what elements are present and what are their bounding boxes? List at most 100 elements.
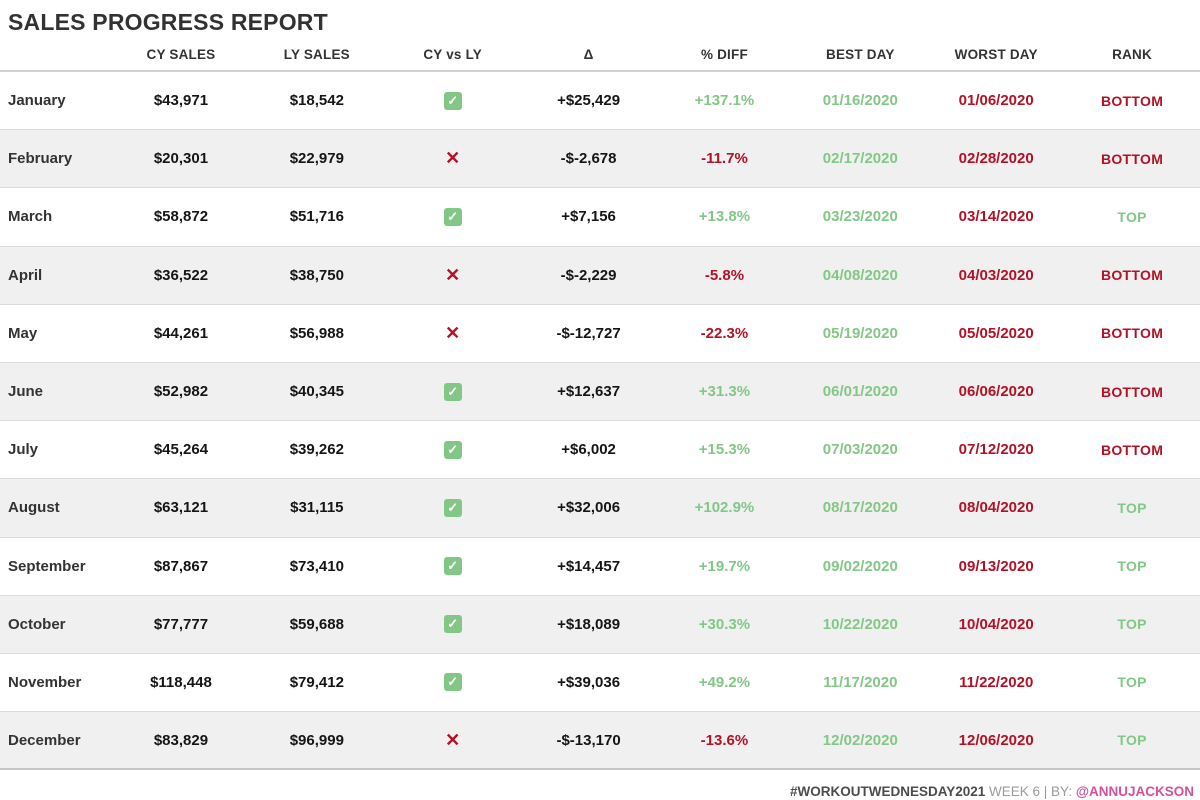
best-day-value: 11/17/2020 bbox=[823, 673, 898, 691]
best-day-value: 01/16/2020 bbox=[822, 92, 898, 110]
best-day-value: 12/02/2020 bbox=[822, 731, 898, 749]
ly-sales-value: $39,262 bbox=[289, 441, 344, 459]
cross-icon: ✕ bbox=[445, 264, 461, 285]
delta-value: -$-13,170 bbox=[556, 731, 621, 749]
table-row[interactable]: November $118,448 $79,412 ✓ +$39,036 +49… bbox=[0, 653, 1200, 713]
best-day-value: 08/17/2020 bbox=[822, 499, 898, 517]
worst-day-value: 11/22/2020 bbox=[959, 673, 1034, 691]
column-header-rank[interactable]: RANK bbox=[1112, 46, 1152, 62]
month-label: May bbox=[8, 324, 38, 342]
check-icon: ✓ bbox=[443, 557, 462, 576]
table-row[interactable]: April $36,522 $38,750 ✕ -$-2,229 -5.8% 0… bbox=[0, 246, 1200, 305]
check-icon: ✓ bbox=[443, 91, 462, 110]
month-label: June bbox=[8, 383, 44, 401]
month-label: September bbox=[8, 557, 86, 575]
worst-day-value: 02/28/2020 bbox=[958, 150, 1034, 168]
delta-value: +$39,036 bbox=[557, 673, 621, 691]
cy-sales-value: $43,971 bbox=[153, 92, 209, 110]
ly-sales-value: $38,750 bbox=[289, 266, 344, 284]
footer-author-link[interactable]: @ANNUJACKSON bbox=[1075, 784, 1194, 799]
cy-vs-ly-cell: ✓ bbox=[385, 91, 521, 110]
pct-diff-value: -22.3% bbox=[700, 324, 749, 342]
cy-vs-ly-cell: ✓ bbox=[385, 440, 521, 459]
rank-badge: TOP bbox=[1117, 558, 1147, 575]
table-row[interactable]: May $44,261 $56,988 ✕ -$-12,727 -22.3% 0… bbox=[0, 304, 1200, 363]
footer-hashtag: #WORKOUTWEDNESDAY2021 bbox=[789, 784, 986, 799]
cy-sales-value: $63,121 bbox=[153, 499, 209, 517]
cy-vs-ly-cell: ✓ bbox=[385, 673, 521, 692]
worst-day-value: 03/14/2020 bbox=[958, 208, 1034, 226]
cy-sales-value: $36,522 bbox=[153, 266, 209, 284]
cy-sales-value: $118,448 bbox=[150, 673, 212, 691]
table-row[interactable]: July $45,264 $39,262 ✓ +$6,002 +15.3% 07… bbox=[0, 421, 1200, 480]
ly-sales-value: $18,542 bbox=[289, 92, 344, 110]
worst-day-value: 05/05/2020 bbox=[958, 324, 1034, 342]
month-label: October bbox=[8, 615, 66, 633]
month-label: February bbox=[8, 150, 73, 168]
best-day-value: 04/08/2020 bbox=[822, 266, 898, 284]
ly-sales-value: $56,988 bbox=[289, 324, 344, 342]
table-row[interactable]: September $87,867 $73,410 ✓ +$14,457 +19… bbox=[0, 537, 1200, 596]
table-body: January $43,971 $18,542 ✓ +$25,429 +137.… bbox=[0, 72, 1200, 771]
best-day-value: 09/02/2020 bbox=[822, 557, 898, 575]
delta-value: +$6,002 bbox=[561, 441, 616, 459]
table-row[interactable]: August $63,121 $31,115 ✓ +$32,006 +102.9… bbox=[0, 479, 1200, 538]
table-row[interactable]: March $58,872 $51,716 ✓ +$7,156 +13.8% 0… bbox=[0, 188, 1200, 247]
table-row[interactable]: June $52,982 $40,345 ✓ +$12,637 +31.3% 0… bbox=[0, 362, 1200, 422]
ly-sales-value: $59,688 bbox=[289, 615, 344, 633]
table-row[interactable]: February $20,301 $22,979 ✕ -$-2,678 -11.… bbox=[0, 130, 1200, 189]
column-header-month bbox=[0, 54, 113, 60]
month-label: November bbox=[8, 673, 82, 691]
column-header-cy-sales[interactable]: CY SALES bbox=[146, 46, 216, 62]
cy-vs-ly-cell: ✕ bbox=[385, 264, 521, 285]
worst-day-value: 09/13/2020 bbox=[958, 557, 1034, 575]
month-label: January bbox=[8, 92, 66, 110]
ly-sales-value: $22,979 bbox=[289, 150, 344, 168]
column-header-delta[interactable]: Δ bbox=[583, 46, 594, 62]
month-label: July bbox=[8, 441, 39, 459]
footer-credit: #WORKOUTWEDNESDAY2021 WEEK 6 | BY: @ANNU… bbox=[790, 784, 1194, 799]
table-row[interactable]: October $77,777 $59,688 ✓ +$18,089 +30.3… bbox=[0, 595, 1200, 654]
rank-badge: BOTTOM bbox=[1100, 150, 1164, 167]
pct-diff-value: +15.3% bbox=[698, 441, 751, 459]
worst-day-value: 04/03/2020 bbox=[958, 266, 1034, 284]
pct-diff-value: -11.7% bbox=[701, 150, 748, 168]
worst-day-value: 12/06/2020 bbox=[958, 731, 1034, 749]
cy-sales-value: $52,982 bbox=[153, 383, 209, 401]
column-header-pct-diff[interactable]: % DIFF bbox=[700, 46, 748, 62]
pct-diff-value: +30.3% bbox=[698, 615, 751, 633]
delta-value: +$7,156 bbox=[561, 208, 616, 226]
column-header-worst-day[interactable]: WORST DAY bbox=[954, 46, 1038, 62]
pct-diff-value: -5.8% bbox=[704, 266, 745, 284]
worst-day-value: 06/06/2020 bbox=[958, 383, 1034, 401]
column-header-cy-vs-ly[interactable]: CY vs LY bbox=[423, 46, 482, 62]
cy-sales-value: $45,264 bbox=[153, 441, 209, 459]
delta-value: +$12,637 bbox=[557, 383, 621, 401]
rank-badge: TOP bbox=[1117, 499, 1147, 516]
check-icon: ✓ bbox=[443, 673, 462, 692]
check-icon: ✓ bbox=[443, 440, 462, 459]
column-header-ly-sales[interactable]: LY SALES bbox=[283, 46, 350, 62]
cy-vs-ly-cell: ✓ bbox=[385, 382, 521, 401]
check-icon: ✓ bbox=[443, 382, 462, 401]
ly-sales-value: $40,345 bbox=[289, 383, 344, 401]
pct-diff-value: +49.2% bbox=[698, 673, 751, 691]
delta-value: -$-2,229 bbox=[560, 266, 617, 284]
pct-diff-value: +13.8% bbox=[698, 208, 751, 226]
check-icon: ✓ bbox=[443, 615, 462, 634]
cy-vs-ly-cell: ✓ bbox=[385, 207, 521, 226]
pct-diff-value: +31.3% bbox=[698, 383, 751, 401]
rank-badge: BOTTOM bbox=[1100, 441, 1164, 458]
table-row[interactable]: December $83,829 $96,999 ✕ -$-13,170 -13… bbox=[0, 712, 1200, 771]
table-row[interactable]: January $43,971 $18,542 ✓ +$25,429 +137.… bbox=[0, 72, 1200, 131]
worst-day-value: 08/04/2020 bbox=[958, 499, 1034, 517]
cross-icon: ✕ bbox=[445, 322, 461, 343]
cy-sales-value: $77,777 bbox=[153, 615, 209, 633]
rank-badge: TOP bbox=[1117, 674, 1147, 691]
column-header-best-day[interactable]: BEST DAY bbox=[826, 46, 895, 62]
cy-sales-value: $83,829 bbox=[153, 731, 209, 749]
cy-sales-value: $20,301 bbox=[153, 150, 209, 168]
ly-sales-value: $96,999 bbox=[289, 731, 344, 749]
rank-badge: TOP bbox=[1117, 208, 1147, 225]
pct-diff-value: +137.1% bbox=[694, 92, 755, 110]
